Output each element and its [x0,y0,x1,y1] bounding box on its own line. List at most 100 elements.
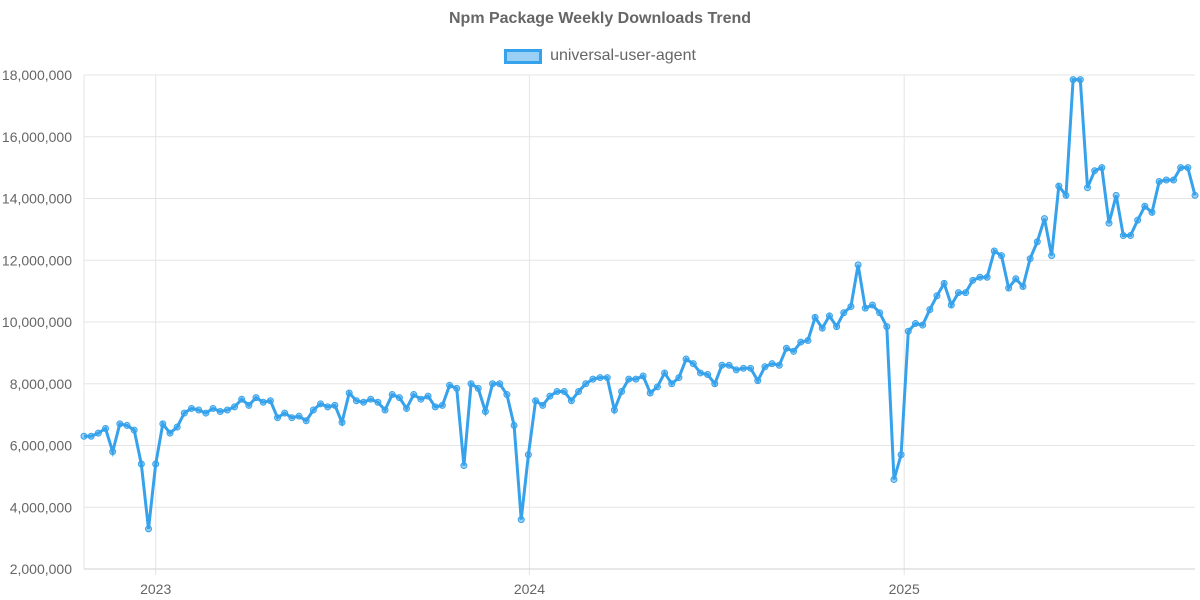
data-point [933,292,941,300]
data-point [403,404,411,412]
data-point [252,394,260,402]
data-point [123,421,131,429]
data-point [754,377,762,385]
data-point [152,460,160,468]
data-point [1105,219,1113,227]
y-tick-label: 2,000,000 [10,561,72,577]
data-point [947,301,955,309]
data-point [1177,164,1185,172]
series-line [84,78,1197,530]
data-point [596,374,604,382]
data-point [374,398,382,406]
data-point [739,364,747,372]
data-point [331,401,339,409]
series-universal-user-agent [80,76,1199,533]
data-point [854,261,862,269]
data-point [281,409,289,417]
y-tick-label: 6,000,000 [10,438,72,454]
chart-title: Npm Package Weekly Downloads Trend [448,10,752,27]
data-point [317,400,325,408]
data-point [94,429,102,437]
y-tick-label: 12,000,000 [2,252,72,268]
data-point [610,406,618,414]
data-point [1148,208,1156,216]
legend[interactable]: universal-user-agent [0,47,1200,65]
data-point [266,397,274,405]
data-point [87,432,95,440]
data-point [990,247,998,255]
data-point [983,273,991,281]
data-point [1191,191,1199,199]
data-point [890,475,898,483]
data-point [775,361,783,369]
data-point [790,347,798,355]
data-point [503,391,511,399]
data-point [166,429,174,437]
data-point [560,387,568,395]
data-point [532,397,540,405]
data-point [1098,164,1106,172]
data-point [653,383,661,391]
data-point [861,304,869,312]
grid [83,74,1195,575]
data-point [352,397,360,405]
data-point [911,320,919,328]
data-point [395,394,403,402]
data-point [833,323,841,331]
data-point [431,403,439,411]
data-point [1126,232,1134,240]
data-point [840,309,848,317]
data-point [102,425,110,433]
data-point [675,374,683,382]
data-point [180,409,188,417]
data-point [847,303,855,311]
data-point [926,306,934,314]
data-point [747,364,755,372]
data-point [109,448,117,456]
data-point [1005,284,1013,292]
data-point [668,380,676,388]
data-point [976,273,984,281]
data-point [567,397,575,405]
data-point [704,370,712,378]
data-point [145,525,153,533]
y-axis: 2,000,000 4,000,000 6,000,000 8,000,000 … [2,67,72,577]
data-point [80,432,88,440]
data-point [539,401,547,409]
data-point [223,406,231,414]
data-point [202,409,210,417]
data-point [625,375,633,383]
data-point [460,462,468,470]
x-tick-label: 2023 [140,581,171,597]
data-point [274,414,282,422]
data-point [811,313,819,321]
data-point [618,387,626,395]
data-point [496,380,504,388]
data-point [1033,238,1041,246]
data-point [438,401,446,409]
data-point [309,406,317,414]
data-point [969,276,977,284]
data-point [682,355,690,363]
data-point [876,309,884,317]
data-point [209,404,217,412]
data-point [603,374,611,382]
data-point [481,408,489,416]
data-point [446,381,454,389]
y-tick-label: 10,000,000 [2,314,72,330]
data-point [1112,191,1120,199]
data-point [381,406,389,414]
y-tick-label: 16,000,000 [2,129,72,145]
x-tick-label: 2024 [514,581,545,597]
data-point [1083,184,1091,192]
data-point [295,412,303,420]
data-point [417,395,425,403]
data-point [360,398,368,406]
data-point [718,361,726,369]
data-point [897,451,905,459]
data-point [137,460,145,468]
data-point [1155,178,1163,186]
y-tick-label: 8,000,000 [10,376,72,392]
data-point [825,312,833,320]
